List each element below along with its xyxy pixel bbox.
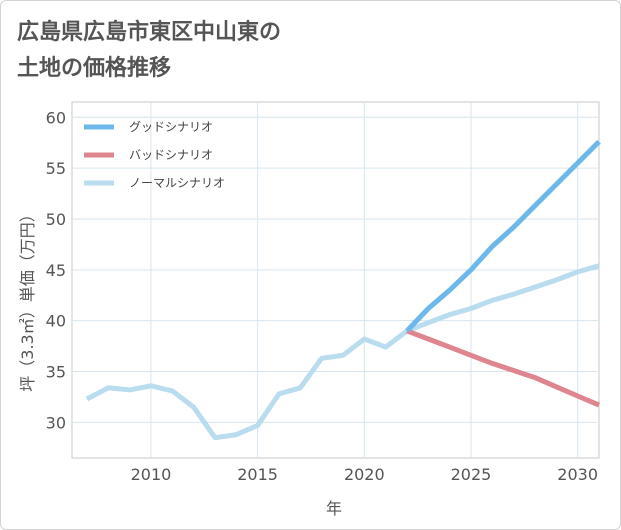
x-tick-label: 2015 bbox=[237, 465, 278, 484]
chart-title-line-2: 土地の価格推移 bbox=[17, 56, 172, 81]
tick-labels: 30 35 40 45 50 55 60 2010 2015 2020 2025 2030 bbox=[46, 108, 598, 484]
x-tick-label: 2025 bbox=[451, 465, 492, 484]
plot-area bbox=[71, 101, 600, 459]
y-tick-label: 40 bbox=[46, 312, 66, 331]
x-tick-label: 2030 bbox=[557, 465, 598, 484]
y-tick-label: 50 bbox=[46, 210, 66, 229]
y-axis-title: 坪（3.3㎡）単価（万円） bbox=[18, 206, 37, 391]
x-tick-label: 2010 bbox=[131, 465, 172, 484]
y-tick-label: 60 bbox=[46, 108, 66, 127]
y-tick-label: 30 bbox=[46, 413, 66, 432]
grid bbox=[72, 102, 599, 458]
legend-label-1: バッドシナリオ bbox=[129, 148, 213, 162]
legend-label-2: ノーマルシナリオ bbox=[129, 176, 225, 190]
series-layer bbox=[85, 139, 601, 441]
series-line-0 bbox=[405, 139, 601, 333]
y-tick-label: 55 bbox=[46, 159, 66, 178]
series-line-2 bbox=[85, 263, 600, 441]
legend-label-0: グッドシナリオ bbox=[129, 120, 213, 134]
chart-title: 広島県広島市東区中山東の 土地の価格推移 bbox=[17, 15, 281, 87]
chart-title-line-1: 広島県広島市東区中山東の bbox=[17, 20, 282, 45]
x-axis-title: 年 bbox=[326, 499, 342, 518]
x-tick-label: 2020 bbox=[344, 465, 385, 484]
y-tick-label: 45 bbox=[46, 261, 66, 280]
series-line-1 bbox=[406, 328, 600, 408]
y-tick-label: 35 bbox=[46, 363, 66, 382]
